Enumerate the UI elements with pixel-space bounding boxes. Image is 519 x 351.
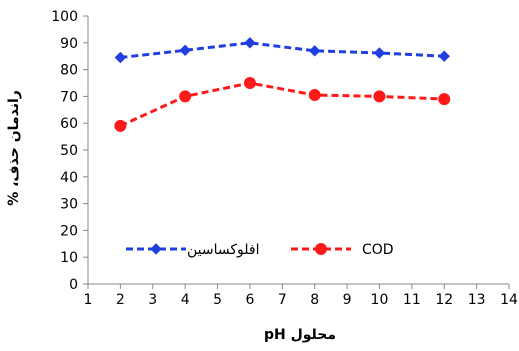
y-axis-title: راندمان حذف، % <box>6 90 22 206</box>
x-tick-label: 1 <box>84 292 93 308</box>
x-tick-label: 3 <box>148 292 157 308</box>
series-0 <box>114 37 450 64</box>
y-tick-label: 60 <box>60 116 78 132</box>
legend-swatch-marker <box>315 243 327 255</box>
legend-label: COD <box>362 242 394 258</box>
data-series <box>114 37 451 132</box>
data-point <box>373 47 386 59</box>
y-tick-label: 70 <box>60 89 78 105</box>
x-axis-title: محلول pH <box>264 327 336 343</box>
legend-item: COD <box>291 242 394 258</box>
series-line <box>119 81 445 128</box>
y-tick-label: 80 <box>60 63 78 79</box>
x-tick-label: 7 <box>278 292 287 308</box>
y-tick-label: 10 <box>60 250 78 266</box>
y-tick-label: 20 <box>60 223 78 239</box>
x-tick-label: 13 <box>468 292 486 308</box>
x-tick-label: 2 <box>116 292 125 308</box>
x-tick-label: 10 <box>371 292 389 308</box>
x-tick-label: 14 <box>500 292 518 308</box>
data-point <box>308 45 321 57</box>
axes <box>83 15 510 289</box>
data-point <box>244 37 256 49</box>
data-point <box>308 89 321 102</box>
x-tick-label: 11 <box>403 292 421 308</box>
y-tick-label: 40 <box>60 170 78 186</box>
y-tick-label: 30 <box>60 197 78 213</box>
data-point <box>438 93 451 106</box>
legend-item: افلوکساسین <box>126 242 259 258</box>
x-tick-label: 9 <box>343 292 352 308</box>
data-point <box>114 51 127 64</box>
series-1 <box>114 77 451 132</box>
data-point <box>179 90 192 103</box>
legend-label: افلوکساسین <box>187 242 259 258</box>
y-tick-label: 0 <box>69 277 78 293</box>
x-tick-label: 4 <box>181 292 190 308</box>
y-tick-label: 50 <box>60 143 78 159</box>
x-tick-label: 12 <box>435 292 453 308</box>
data-point <box>179 44 191 57</box>
legend-swatch-marker <box>150 243 162 255</box>
y-tick-label: 100 <box>51 9 78 25</box>
series-line <box>120 41 445 60</box>
x-tick-label: 8 <box>310 292 319 308</box>
x-tick-label: 6 <box>245 292 254 308</box>
data-point <box>438 50 450 62</box>
legend: افلوکساسین COD <box>126 242 394 258</box>
x-tick-label: 5 <box>213 292 222 308</box>
data-point <box>243 77 256 89</box>
y-tick-label: 90 <box>60 36 78 52</box>
data-point <box>114 119 127 132</box>
data-point <box>373 90 386 103</box>
